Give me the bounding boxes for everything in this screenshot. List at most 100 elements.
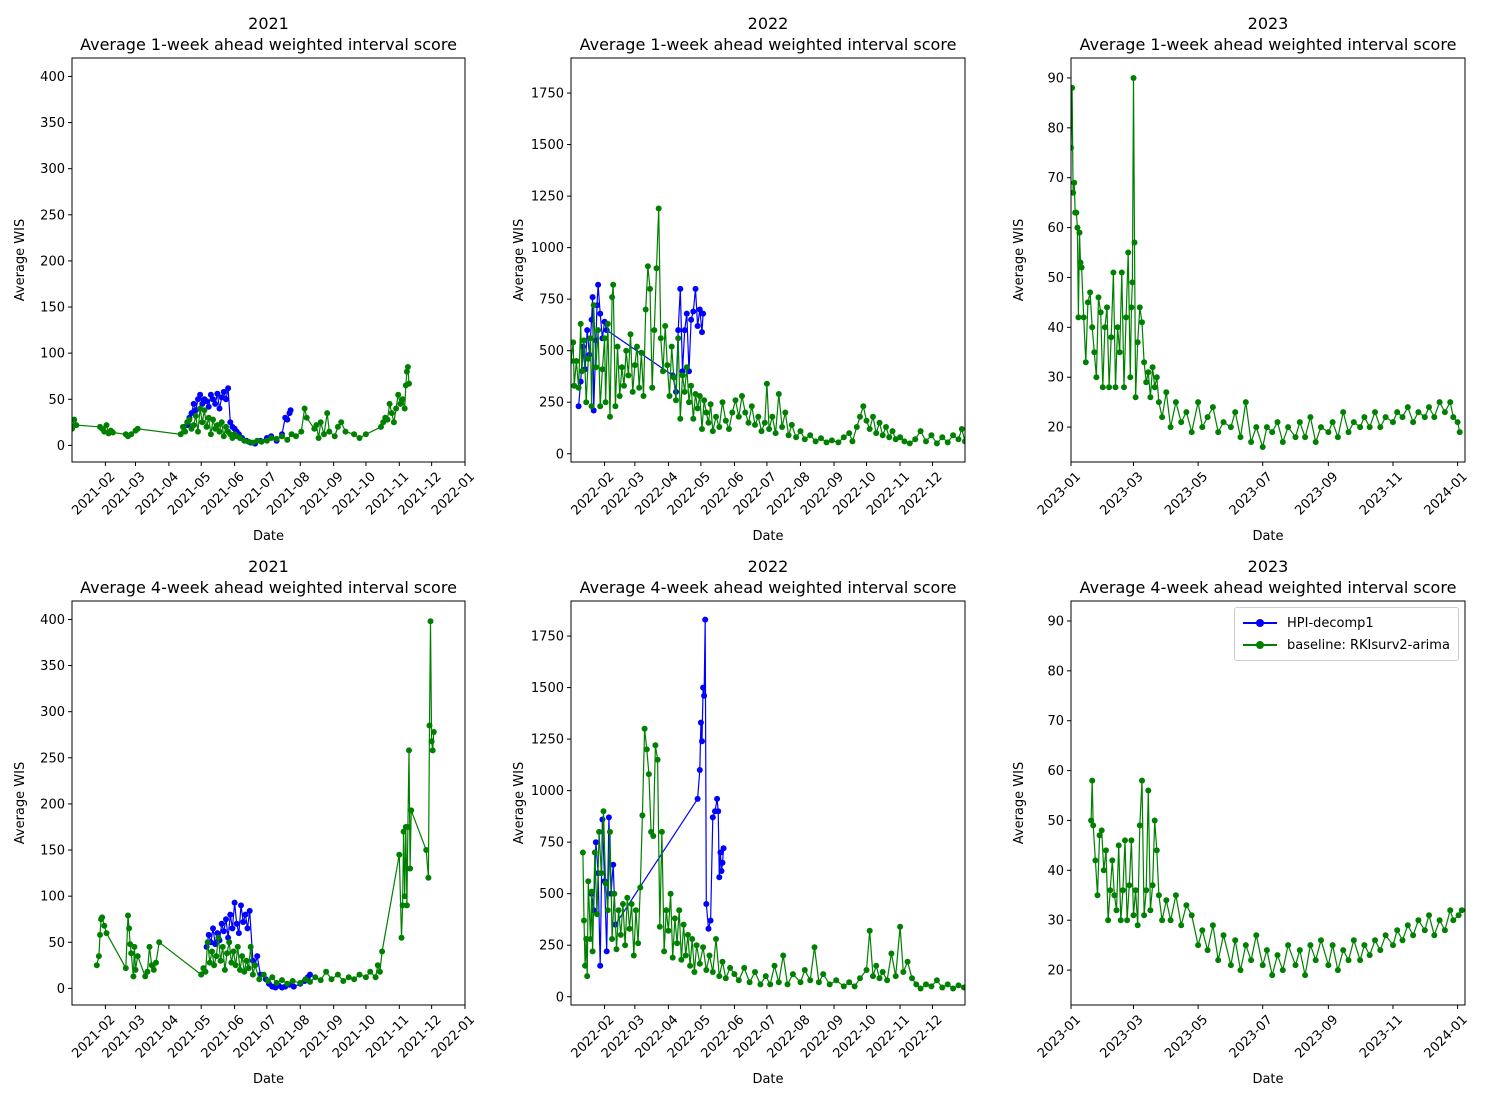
baseline-series-point	[719, 399, 726, 406]
panel-title: Average 1-week ahead weighted interval s…	[580, 35, 957, 54]
axes-frame	[570, 57, 966, 463]
baseline-series-point	[342, 428, 349, 435]
baseline-series-point	[1172, 399, 1179, 406]
model-series-point	[212, 400, 219, 407]
baseline-series-point	[204, 939, 211, 946]
baseline-series-point	[889, 428, 896, 435]
baseline-series-point	[600, 808, 607, 815]
model-series-point	[597, 310, 604, 317]
baseline-series-point	[1139, 777, 1145, 784]
baseline-series-point	[1121, 384, 1127, 391]
baseline-series-point	[669, 954, 676, 961]
x-axis-label: Date	[752, 1072, 783, 1087]
baseline-series-point	[1394, 409, 1401, 416]
baseline-series-point	[665, 927, 672, 934]
baseline-series-point	[602, 399, 609, 406]
baseline-series-point	[640, 393, 647, 399]
baseline-series-point	[245, 965, 252, 972]
model-series-point	[707, 917, 714, 924]
baseline-series-point	[1147, 907, 1154, 914]
baseline-series-point	[334, 971, 341, 978]
baseline-series-point	[395, 391, 402, 398]
baseline-series-point	[303, 414, 310, 421]
baseline-series-point	[1130, 912, 1137, 919]
model-series-point	[210, 396, 216, 403]
y-tick-label: 40	[1047, 864, 1064, 879]
model-series-point	[718, 868, 725, 874]
baseline-series-point	[1350, 419, 1357, 426]
baseline-series-point	[390, 419, 397, 426]
baseline-series-point	[958, 426, 965, 432]
baseline-series-point	[201, 407, 208, 414]
baseline-series-point	[1390, 419, 1396, 426]
model-series-point	[610, 861, 617, 868]
baseline-series-point	[1127, 374, 1134, 381]
baseline-series-point	[177, 431, 184, 438]
baseline-series-point	[126, 925, 133, 932]
baseline-series-point	[179, 423, 186, 430]
baseline-series-point	[378, 423, 384, 430]
model-series-point	[675, 327, 682, 334]
baseline-series-point	[1089, 777, 1096, 784]
model-series-point	[190, 400, 197, 407]
baseline-series-point	[1153, 847, 1160, 854]
y-tick-label: 750	[539, 836, 564, 851]
baseline-series-point	[598, 870, 605, 877]
model-series-point	[254, 953, 261, 960]
baseline-series-point	[807, 432, 814, 439]
baseline-series-point	[767, 981, 774, 988]
baseline-series-point	[95, 953, 102, 960]
baseline-series-point	[1404, 922, 1411, 929]
baseline-series-point	[679, 372, 686, 379]
baseline-series-point	[609, 936, 616, 942]
baseline-series-point	[661, 948, 668, 955]
baseline-series-point	[654, 756, 661, 763]
baseline-series-point	[217, 957, 224, 964]
baseline-series-point	[328, 976, 335, 983]
baseline-series-point	[156, 939, 163, 946]
baseline-series-point	[1151, 384, 1158, 391]
model-series-point	[287, 407, 294, 414]
baseline-series-point	[1092, 857, 1099, 864]
baseline-series-point	[650, 833, 657, 839]
baseline-series-point	[939, 984, 946, 991]
baseline-series-point	[312, 974, 319, 981]
baseline-series-point	[846, 430, 853, 437]
model-series-point	[225, 934, 232, 941]
baseline-series-point	[917, 985, 924, 992]
legend-label-baseline: baseline: RKIsurv2-arima	[1287, 637, 1450, 653]
y-tick-label: 80	[1047, 664, 1064, 679]
baseline-series-point	[793, 434, 800, 441]
x-tick-label: 2023-03	[1098, 469, 1147, 518]
y-tick-label: 1500	[531, 681, 564, 696]
model-series-point	[584, 327, 591, 334]
model-series-point	[696, 767, 703, 773]
y-tick-label: 0	[556, 447, 564, 462]
model-series-point	[205, 403, 212, 410]
baseline-series-point	[955, 436, 962, 443]
baseline-series-point	[687, 962, 694, 969]
baseline-series-point	[601, 335, 608, 342]
baseline-series-point	[884, 977, 891, 984]
baseline-series-point	[367, 968, 374, 975]
model-series-point	[694, 323, 701, 329]
y-tick-label: 400	[40, 70, 65, 85]
baseline-series-point	[148, 962, 155, 969]
baseline-series-point	[639, 812, 646, 819]
baseline-series-point	[636, 384, 643, 391]
baseline-series-point	[1078, 264, 1085, 271]
baseline-series-point	[293, 433, 299, 440]
baseline-series-point	[1421, 414, 1428, 421]
baseline-series-point	[1209, 922, 1216, 929]
model-series-point	[235, 930, 242, 937]
baseline-series-point	[428, 738, 435, 745]
panel-1: 2022 Average 1-week ahead weighted interv…	[512, 14, 966, 544]
y-tick-label: 400	[40, 613, 65, 628]
baseline-series-point	[587, 335, 594, 342]
baseline-series-point	[625, 372, 632, 379]
plot-area	[579, 616, 965, 992]
baseline-series-point	[1325, 429, 1332, 436]
x-tick-label: 2023-11	[1357, 1012, 1406, 1061]
x-tick-label: 2023-01	[1035, 1012, 1084, 1061]
baseline-series-point	[1426, 404, 1432, 411]
